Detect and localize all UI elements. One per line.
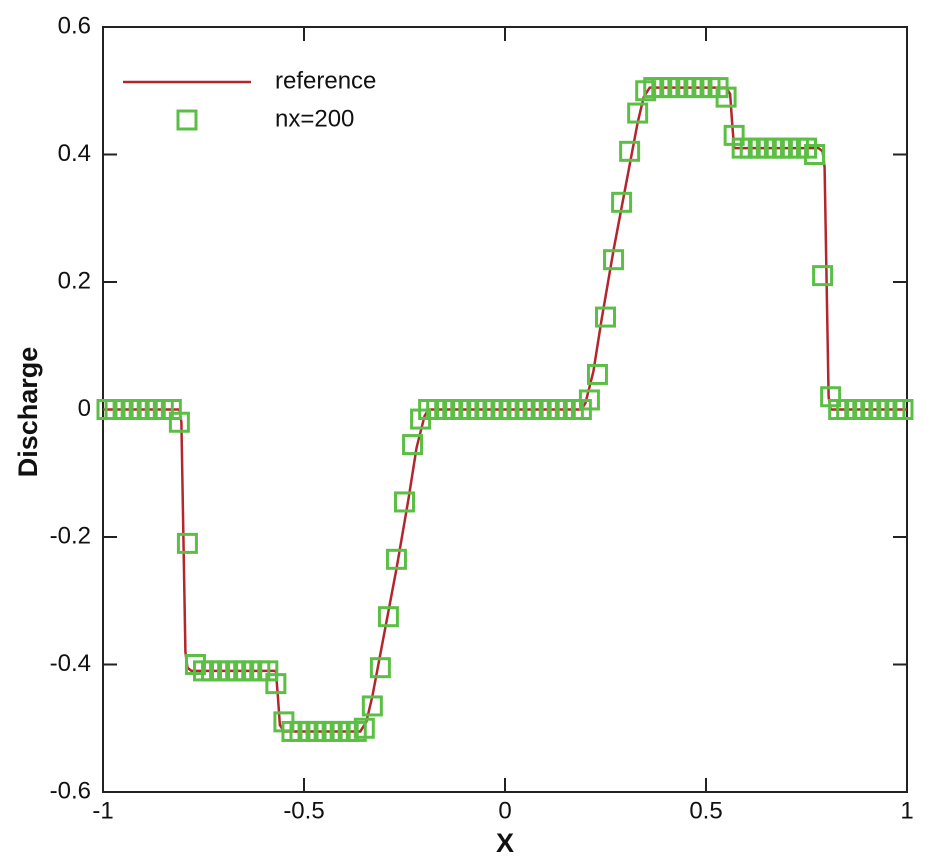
x-tick-label: -0.5 bbox=[283, 797, 324, 824]
y-tick-label: 0.6 bbox=[58, 12, 91, 39]
x-tick-label: 0.5 bbox=[689, 797, 722, 824]
square-marker bbox=[402, 434, 424, 456]
square-marker bbox=[595, 306, 616, 328]
x-tick-label: -1 bbox=[92, 797, 113, 824]
square-marker bbox=[619, 140, 641, 162]
square-marker bbox=[265, 673, 287, 695]
y-tick-label: -0.2 bbox=[50, 522, 91, 549]
y-tick-label: 0.2 bbox=[58, 267, 91, 294]
square-marker bbox=[715, 86, 737, 108]
square-marker bbox=[369, 657, 391, 679]
square-marker bbox=[394, 491, 415, 513]
square-marker bbox=[385, 548, 407, 570]
square-marker bbox=[168, 411, 190, 433]
square-marker bbox=[603, 249, 625, 271]
square-marker bbox=[611, 191, 633, 213]
x-axis-title: X bbox=[496, 828, 514, 858]
square-marker bbox=[812, 265, 834, 287]
square-marker bbox=[578, 389, 600, 411]
x-tick-label: 0 bbox=[498, 797, 511, 824]
legend-label: reference bbox=[275, 67, 376, 94]
square-marker bbox=[804, 144, 826, 165]
x-tick-label: 1 bbox=[900, 797, 913, 824]
square-marker bbox=[361, 695, 383, 717]
y-tick-label: 0 bbox=[78, 395, 91, 422]
y-tick-label: -0.6 bbox=[50, 777, 91, 804]
y-tick-label: -0.4 bbox=[50, 650, 91, 677]
y-tick-label: 0.4 bbox=[58, 140, 91, 167]
y-axis-title: Discharge bbox=[13, 347, 43, 478]
legend-label: nx=200 bbox=[275, 105, 354, 132]
reference-line bbox=[103, 86, 907, 733]
square-marker bbox=[627, 102, 649, 124]
square-marker bbox=[353, 717, 375, 739]
square-marker bbox=[892, 399, 914, 420]
square-marker bbox=[586, 363, 608, 385]
square-marker bbox=[176, 532, 198, 554]
legend-square bbox=[176, 109, 198, 131]
square-marker bbox=[377, 606, 399, 628]
